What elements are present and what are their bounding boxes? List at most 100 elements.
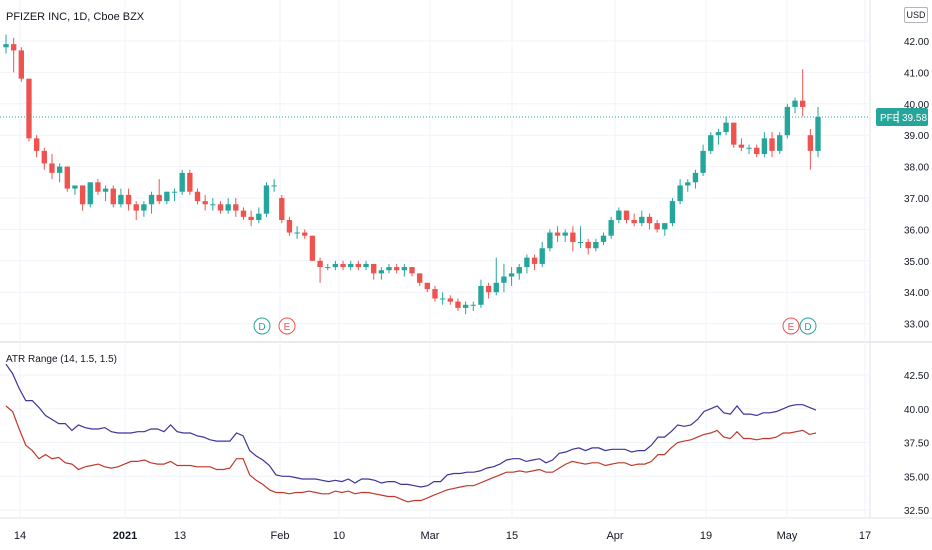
candle-body bbox=[585, 241, 591, 249]
event-marker-label: E bbox=[788, 322, 795, 333]
candle-body bbox=[309, 235, 316, 261]
candle-body bbox=[807, 135, 814, 151]
time-tick-label: 17 bbox=[859, 530, 871, 542]
candle-body bbox=[179, 172, 185, 192]
candle-body bbox=[677, 185, 683, 202]
candle-body bbox=[18, 50, 25, 79]
atr-upper-line bbox=[5, 363, 817, 488]
candle-body bbox=[393, 267, 400, 271]
candle-body bbox=[302, 232, 308, 236]
price-tick-label: 37.00 bbox=[904, 194, 929, 205]
candle-body bbox=[501, 276, 507, 283]
event-marker-label: D bbox=[804, 322, 811, 333]
indicator-tick-label: 35.00 bbox=[904, 472, 929, 483]
event-marker[interactable] bbox=[782, 317, 800, 335]
candle-body bbox=[616, 210, 622, 220]
candle-body bbox=[118, 194, 124, 205]
candle-body bbox=[26, 78, 32, 139]
candle-body bbox=[723, 122, 729, 133]
last-price-value: 39.58 bbox=[902, 113, 927, 124]
candle-body bbox=[355, 263, 362, 268]
candle-body bbox=[3, 44, 9, 48]
candle-body bbox=[256, 213, 262, 220]
candle-body bbox=[516, 267, 522, 274]
candle-body bbox=[432, 289, 438, 299]
event-marker[interactable] bbox=[253, 317, 271, 335]
candle-body bbox=[493, 282, 499, 293]
candle-body bbox=[10, 44, 17, 51]
candle-body bbox=[539, 248, 545, 264]
candle-body bbox=[646, 216, 653, 224]
indicator-tick-label: 40.00 bbox=[904, 405, 929, 416]
candle-body bbox=[577, 241, 584, 243]
candle-body bbox=[478, 285, 484, 305]
event-marker-label: D bbox=[258, 322, 265, 333]
candle-body bbox=[348, 263, 354, 268]
candle-body bbox=[233, 204, 239, 211]
candle-body bbox=[171, 191, 178, 193]
candle-body bbox=[271, 185, 277, 187]
candle-body bbox=[462, 304, 469, 308]
candle-body bbox=[401, 267, 408, 271]
indicator-tick-label: 42.50 bbox=[904, 371, 929, 382]
atr-lower-line bbox=[5, 405, 817, 503]
candle-body bbox=[217, 204, 224, 211]
candle-body bbox=[439, 298, 446, 300]
indicator-title[interactable]: ATR Range (14, 1.5, 1.5) bbox=[6, 354, 117, 365]
candle-body bbox=[570, 232, 576, 242]
candle-body bbox=[378, 270, 385, 274]
candle-body bbox=[685, 182, 691, 186]
event-marker-label: E bbox=[284, 322, 291, 333]
candle-body bbox=[33, 138, 40, 151]
candle-body bbox=[769, 138, 775, 151]
candle-body bbox=[562, 232, 568, 236]
candle-body bbox=[279, 198, 285, 220]
candle-body bbox=[715, 132, 722, 136]
candle-body bbox=[708, 135, 714, 151]
indicator-tick-label: 32.50 bbox=[904, 506, 929, 517]
price-tick-label: 39.00 bbox=[904, 131, 929, 142]
candle-body bbox=[485, 285, 492, 293]
candle-body bbox=[72, 185, 78, 189]
candle-body bbox=[141, 204, 147, 211]
candle-body bbox=[187, 172, 193, 192]
candle-body bbox=[409, 267, 415, 274]
candle-body bbox=[593, 241, 599, 249]
candle-body bbox=[777, 135, 783, 151]
candle-body bbox=[156, 194, 162, 202]
candle-body bbox=[225, 204, 231, 211]
price-tick-label: 40.00 bbox=[904, 100, 929, 111]
chart-title: PFIZER INC, 1D, Cboe BZX bbox=[6, 11, 145, 23]
event-marker[interactable] bbox=[799, 317, 817, 335]
event-marker[interactable] bbox=[278, 317, 296, 335]
candle-body bbox=[416, 273, 423, 283]
time-tick-label: 10 bbox=[333, 530, 345, 542]
candle-body bbox=[631, 219, 637, 224]
candle-body bbox=[654, 223, 660, 230]
candle-body bbox=[95, 182, 101, 192]
candle-body bbox=[194, 191, 201, 202]
last-price-symbol: PFE bbox=[880, 113, 900, 124]
candle-body bbox=[386, 267, 392, 271]
time-tick-label: 19 bbox=[700, 530, 712, 542]
candle-body bbox=[332, 263, 339, 268]
price-tick-label: 36.00 bbox=[904, 225, 929, 236]
candle-body bbox=[447, 298, 453, 302]
candle-body bbox=[815, 116, 821, 151]
time-tick-label: 13 bbox=[174, 530, 186, 542]
time-tick-label: Apr bbox=[606, 530, 623, 542]
time-tick-label: Mar bbox=[421, 530, 440, 542]
candle-body bbox=[240, 210, 247, 217]
candle-body bbox=[554, 232, 561, 236]
candle-body bbox=[799, 100, 806, 107]
candle-body bbox=[754, 147, 760, 155]
candle-body bbox=[263, 185, 270, 214]
price-tick-label: 38.00 bbox=[904, 163, 929, 174]
candle-body bbox=[669, 201, 676, 224]
candle-body bbox=[455, 301, 461, 308]
currency-button[interactable]: USD bbox=[904, 7, 928, 23]
candle-body bbox=[784, 106, 791, 136]
candle-body bbox=[639, 216, 645, 224]
candle-body bbox=[700, 150, 706, 173]
